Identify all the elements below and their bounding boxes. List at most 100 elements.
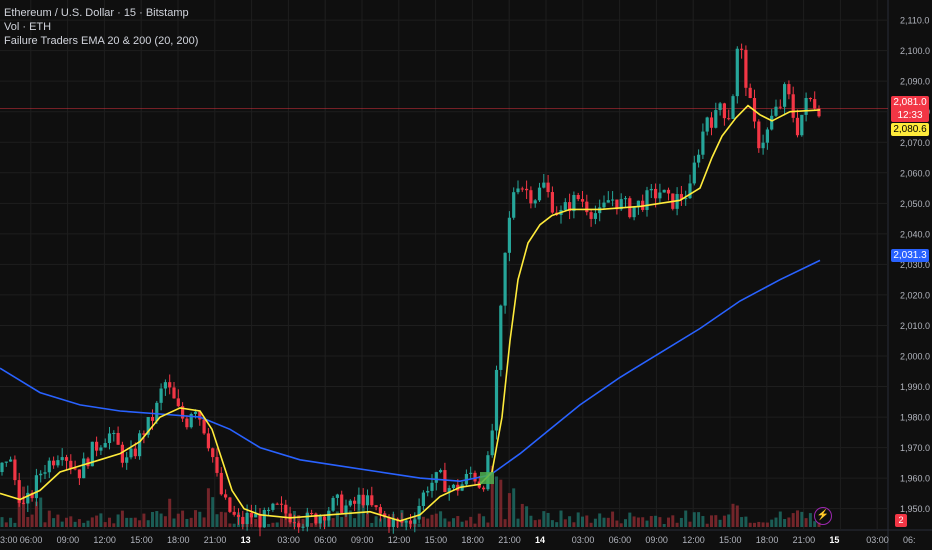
- candle-body: [275, 503, 279, 505]
- volume-bar: [559, 510, 563, 527]
- volume-bar: [507, 493, 511, 527]
- candle-body: [241, 516, 245, 525]
- time-tick-label: 06:00: [314, 535, 337, 545]
- candle-body: [783, 84, 787, 107]
- volume-bar: [602, 517, 606, 527]
- ema20-line: [0, 104, 821, 522]
- candle-body: [684, 198, 688, 200]
- volume-bar: [598, 513, 602, 527]
- candle-body: [623, 198, 628, 200]
- candle-body: [146, 416, 150, 435]
- candle-body: [774, 106, 778, 116]
- candle-body: [150, 416, 155, 421]
- candle-body: [168, 382, 172, 388]
- candle-body: [176, 398, 180, 407]
- volume-bar: [90, 517, 94, 527]
- volume-bar: [714, 515, 718, 527]
- candle-body: [421, 492, 425, 506]
- candle-body: [537, 187, 542, 201]
- candle-body: [490, 430, 494, 456]
- candle-body: [494, 369, 499, 431]
- last-price-label: 2,081.0: [893, 97, 927, 108]
- time-tick-label: 15: [829, 535, 839, 545]
- volume-bar: [808, 513, 812, 527]
- volume-bar: [383, 513, 387, 527]
- volume-bar: [486, 522, 490, 527]
- volume-bar: [606, 517, 610, 527]
- candle-body: [705, 117, 709, 132]
- candle-body: [598, 207, 602, 214]
- candle-body: [357, 494, 361, 504]
- volume-bar: [675, 522, 679, 527]
- volume-bar: [593, 518, 597, 527]
- volume-bar: [525, 506, 529, 527]
- volume-bar: [783, 518, 787, 527]
- volume-bar: [615, 520, 619, 527]
- volume-bar: [778, 511, 782, 527]
- price-tick-label: 1,970.0: [900, 443, 930, 453]
- candle-body: [335, 494, 339, 498]
- volume-bar: [103, 522, 107, 527]
- volume-bar: [82, 522, 86, 527]
- volume-bar: [331, 518, 335, 527]
- candle-body: [722, 103, 726, 119]
- candle-body: [378, 507, 382, 514]
- volume-bar: [426, 518, 430, 527]
- candle-body: [258, 513, 262, 528]
- volume-bar: [297, 515, 301, 527]
- volume-bar: [112, 523, 116, 527]
- countdown-label: 12:33: [897, 110, 923, 121]
- time-tick-label: 14: [535, 535, 545, 545]
- volume-bar: [572, 522, 576, 527]
- candle-body: [602, 202, 606, 208]
- candle-body: [284, 504, 288, 514]
- legend-volume[interactable]: Vol · ETH: [4, 21, 52, 33]
- candle-body: [507, 217, 511, 253]
- price-tick-label: 2,010.0: [900, 321, 930, 331]
- candle-body: [9, 459, 13, 462]
- candle-body: [765, 129, 769, 143]
- candle-body: [731, 96, 735, 119]
- candle-body: [133, 448, 137, 457]
- volume-bar: [271, 522, 275, 527]
- price-tick-label: 2,040.0: [900, 229, 930, 239]
- time-tick-label: 09:00: [57, 535, 80, 545]
- volume-bar: [684, 510, 688, 527]
- candle-body: [817, 108, 821, 117]
- volume-bar: [172, 518, 176, 527]
- candle-body: [142, 433, 146, 435]
- candle-body: [606, 200, 610, 203]
- candle-body: [568, 202, 572, 212]
- candle-body: [572, 195, 576, 212]
- candle-body: [383, 513, 387, 517]
- volume-bar: [275, 522, 279, 527]
- time-tick-label: 09:00: [645, 535, 668, 545]
- volume-bar: [585, 515, 589, 527]
- volume-bar: [310, 523, 314, 527]
- volume-bar: [568, 516, 572, 527]
- volume-bar: [133, 517, 137, 527]
- volume-bar: [482, 516, 486, 527]
- volume-bar: [701, 516, 705, 527]
- lightning-icon[interactable]: ⚡: [814, 507, 832, 525]
- candle-body: [443, 470, 447, 493]
- candle-body: [426, 490, 430, 493]
- price-tick-label: 2,100.0: [900, 46, 930, 56]
- candle-body: [735, 48, 739, 97]
- candle-body: [103, 443, 107, 448]
- candle-body: [52, 460, 56, 466]
- legend-symbol[interactable]: Ethereum / U.S. Dollar · 15 · Bitstamp: [4, 7, 189, 19]
- candle-body: [469, 472, 473, 474]
- volume-bar: [0, 517, 4, 527]
- candle-body: [310, 512, 314, 514]
- candle-body: [516, 188, 520, 193]
- alert-count-badge[interactable]: 2: [895, 514, 907, 527]
- volume-bar: [469, 516, 473, 527]
- candle-body: [636, 200, 640, 207]
- volume-bar: [198, 511, 202, 527]
- legend-indicator[interactable]: Failure Traders EMA 20 & 200 (20, 200): [4, 35, 199, 47]
- time-tick-label: 12:00: [93, 535, 116, 545]
- time-tick-label: 03:00: [277, 535, 300, 545]
